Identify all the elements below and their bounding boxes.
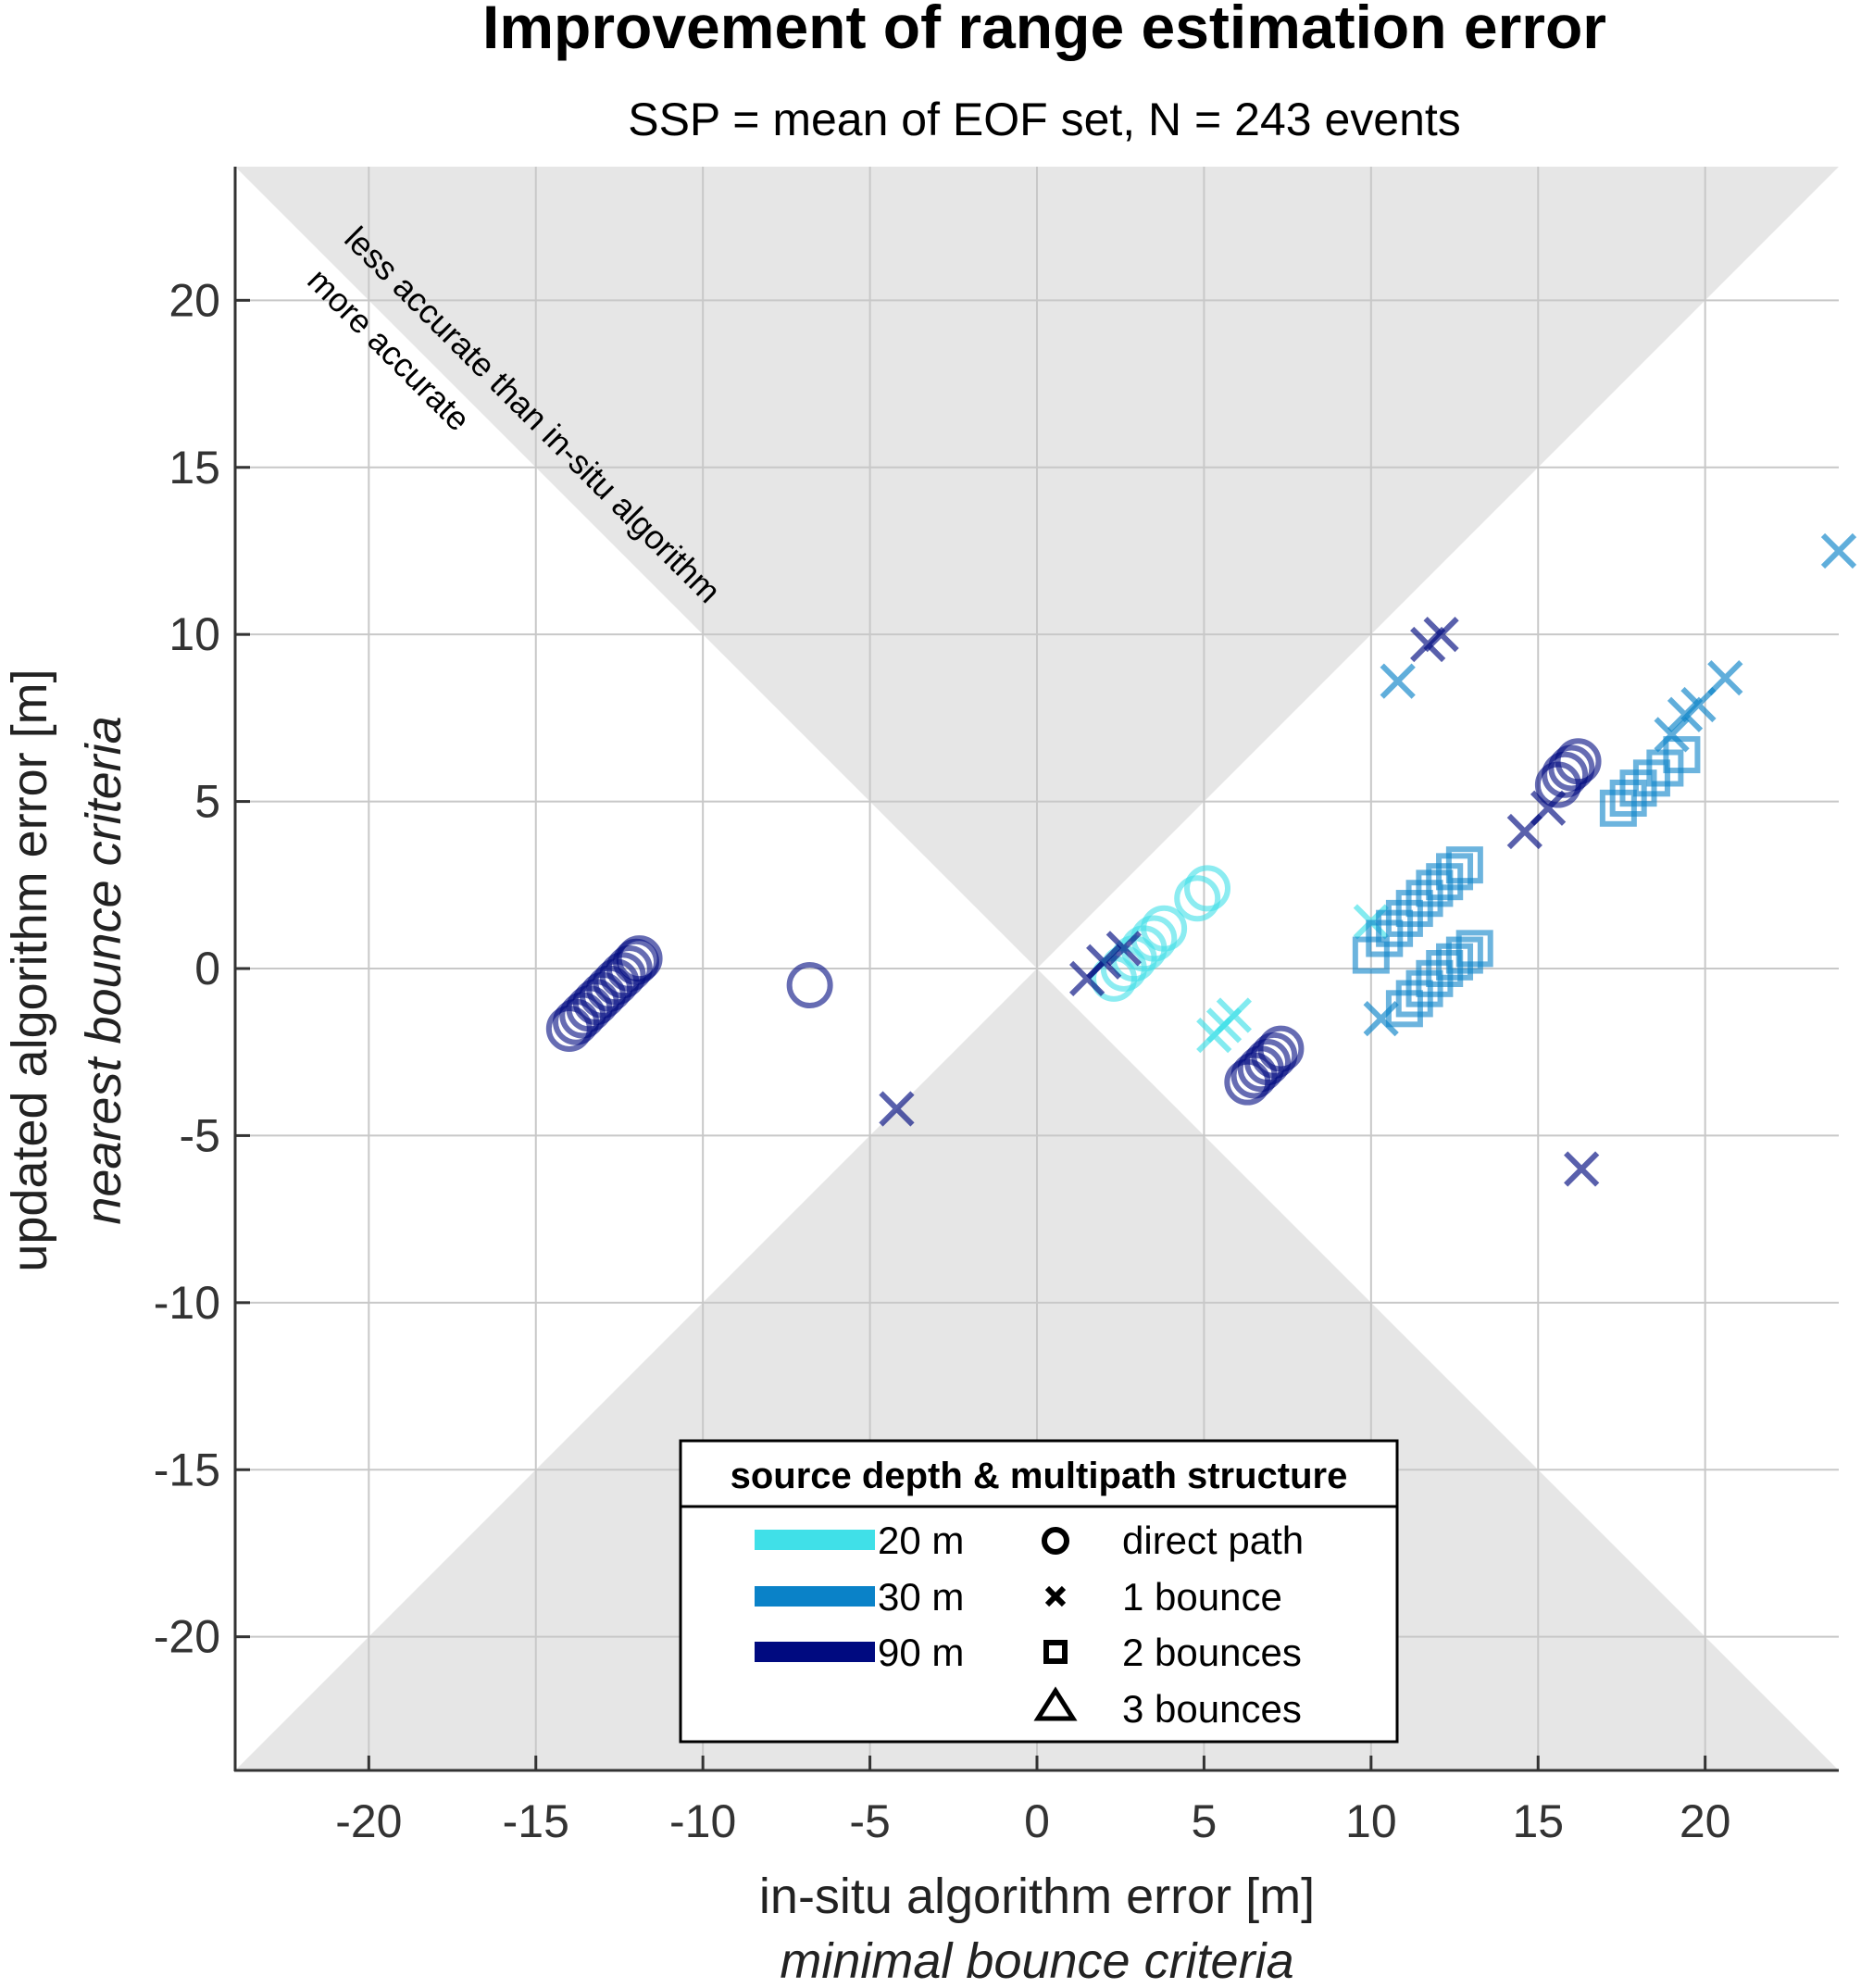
data-point-x [1530, 790, 1567, 826]
data-point-square [1445, 936, 1483, 974]
legend-triangle-icon [1033, 1686, 1078, 1721]
y-tick-label: -5 [180, 1109, 220, 1161]
data-point-square [1609, 779, 1647, 817]
legend-label-2-bounces: 2 bounces [1122, 1631, 1302, 1674]
data-point-x [1564, 1151, 1600, 1187]
legend-label-30m: 30 m [878, 1575, 964, 1619]
x-tick-label: 5 [1192, 1795, 1218, 1847]
x-tick-label: -10 [669, 1795, 736, 1847]
data-point-square [1385, 990, 1423, 1028]
legend-label-3-bounces: 3 bounces [1122, 1687, 1302, 1731]
legend-square-icon [1043, 1640, 1068, 1664]
data-point-square [1395, 890, 1433, 928]
y-tick-label: 10 [169, 608, 220, 660]
y-tick-label: 20 [169, 274, 220, 326]
data-point-square [1366, 919, 1404, 957]
data-point-x [1423, 617, 1459, 653]
y-tick-label: 15 [169, 442, 220, 494]
x-tick-label: 20 [1680, 1795, 1731, 1847]
y-tick-label: -20 [154, 1611, 220, 1663]
chart-title: Improvement of range estimation error [482, 0, 1606, 61]
data-point-square [1395, 980, 1433, 1018]
legend-label-20m: 20 m [878, 1519, 964, 1562]
data-point-circle [613, 938, 659, 985]
legend-title: source depth & multipath structure [731, 1456, 1348, 1496]
data-point-circle [599, 952, 646, 999]
data-point-square [1455, 930, 1493, 968]
data-point-x [879, 1091, 915, 1127]
data-point-square [1376, 909, 1414, 947]
y-tick-label: 5 [194, 776, 220, 828]
data-point-circle [1243, 1039, 1291, 1086]
y-axis-label: updated algorithm error [m] [2, 669, 57, 1271]
data-point-square [1599, 789, 1637, 827]
data-point-circle [1174, 875, 1221, 922]
legend-circle-icon [1042, 1527, 1069, 1555]
legend-swatch-90m [755, 1642, 875, 1662]
y-tick-label: -10 [154, 1277, 220, 1329]
legend-label-1-bounce: 1 bounce [1122, 1575, 1282, 1619]
legend-label-direct-path: direct path [1122, 1519, 1304, 1562]
data-point-square [1405, 969, 1443, 1007]
x-tick-label: 10 [1345, 1795, 1397, 1847]
y-tick-label: -15 [154, 1444, 220, 1495]
data-point-circle [1555, 738, 1602, 785]
data-point-x [1654, 717, 1690, 753]
data-point-x [1086, 944, 1122, 980]
data-point-circle [1251, 1032, 1298, 1079]
data-point-circle [1257, 1025, 1305, 1072]
data-point-square [1385, 899, 1423, 937]
data-point-x [1105, 931, 1142, 967]
data-point-circle [1184, 865, 1231, 912]
legend-label-90m: 90 m [878, 1631, 964, 1674]
y-axis-sublabel: nearest bounce criteria [76, 716, 131, 1224]
data-point-x [1216, 997, 1253, 1033]
data-point-x [1380, 663, 1416, 699]
y-tick-label: 0 [194, 943, 220, 994]
legend: source depth & multipath structure 20 m … [679, 1439, 1399, 1744]
data-point-x [1363, 1001, 1399, 1037]
legend-x-icon [1044, 1585, 1067, 1607]
data-point-square [1663, 736, 1701, 774]
x-tick-label: -5 [849, 1795, 890, 1847]
data-point-circle [786, 962, 833, 1009]
data-point-circle [616, 935, 663, 982]
data-markers [545, 532, 1857, 1187]
x-tick-label: -20 [335, 1795, 402, 1847]
data-point-circle [1141, 905, 1188, 952]
data-point-circle [1548, 744, 1595, 792]
x-axis-label: in-situ algorithm error [m] [759, 1869, 1315, 1924]
data-point-x [1820, 532, 1857, 569]
legend-swatch-20m [755, 1530, 875, 1550]
data-point-x [1707, 659, 1743, 696]
data-point-square [1445, 846, 1483, 884]
data-point-circle [606, 945, 653, 992]
x-axis-sublabel: minimal bounce criteria [780, 1933, 1293, 1988]
legend-swatch-30m [755, 1586, 875, 1607]
data-point-square [1436, 853, 1474, 891]
x-tick-label: 0 [1024, 1795, 1050, 1847]
x-tick-label: 15 [1512, 1795, 1564, 1847]
chart-subtitle: SSP = mean of EOF set, N = 243 events [628, 94, 1461, 145]
x-tick-label: -15 [503, 1795, 569, 1847]
data-point-x [1680, 686, 1717, 723]
